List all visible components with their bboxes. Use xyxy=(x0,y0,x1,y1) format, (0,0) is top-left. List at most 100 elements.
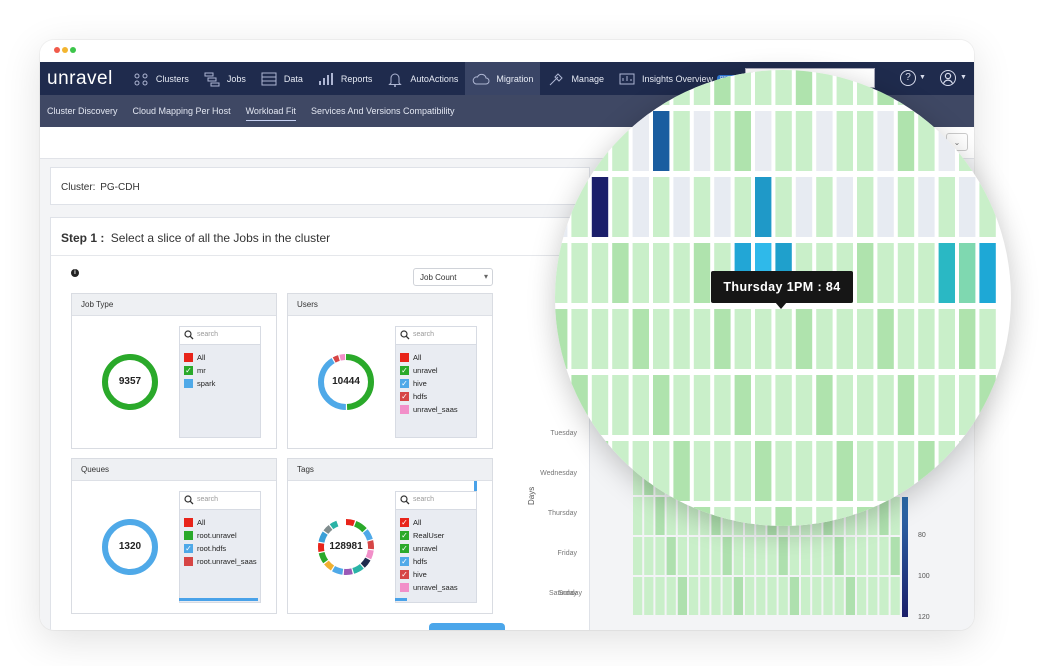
checkbox-checked-icon[interactable]: ✓ xyxy=(400,531,409,540)
heatmap-cell[interactable] xyxy=(591,309,609,369)
heatmap-cell[interactable] xyxy=(653,111,670,171)
filter-item[interactable]: ✓ unravel xyxy=(400,364,472,377)
heatmap-cell[interactable] xyxy=(979,70,996,105)
nav-item-data[interactable]: Data xyxy=(253,62,310,95)
heatmap-cell[interactable] xyxy=(693,243,711,303)
checkbox-checked-icon[interactable]: ✓ xyxy=(400,557,409,566)
heatmap-cell[interactable] xyxy=(767,577,777,615)
heatmap-cell[interactable] xyxy=(959,375,976,435)
users-donut-chart[interactable] xyxy=(316,352,376,412)
heatmap-cell[interactable] xyxy=(755,309,772,369)
heatmap-cell[interactable] xyxy=(714,441,731,501)
nav-item-manage[interactable]: Manage xyxy=(540,62,611,95)
filter-item[interactable]: All xyxy=(184,351,256,364)
heatmap-cell[interactable] xyxy=(700,537,710,575)
heatmap-cell[interactable] xyxy=(890,497,900,535)
info-icon[interactable]: i xyxy=(71,269,79,277)
heatmap-cell[interactable] xyxy=(918,111,935,171)
heatmap-cell[interactable] xyxy=(655,497,665,535)
heatmap-cell[interactable] xyxy=(714,177,731,237)
heatmap-cell[interactable] xyxy=(812,537,822,575)
heatmap-cell[interactable] xyxy=(734,111,751,171)
heatmap-cell[interactable] xyxy=(775,70,792,105)
heatmap-cell[interactable] xyxy=(816,375,833,435)
nav-item-autoactions[interactable]: AutoActions xyxy=(379,62,465,95)
heatmap-cell[interactable] xyxy=(795,375,813,435)
filter-search-input[interactable]: search xyxy=(396,327,476,345)
heatmap-cell[interactable] xyxy=(836,111,853,171)
heatmap-cell[interactable] xyxy=(677,577,687,615)
checkbox-checked-icon[interactable]: ✓ xyxy=(400,570,409,579)
horizontal-scrollbar[interactable] xyxy=(395,598,407,601)
heatmap-cell[interactable] xyxy=(612,309,629,369)
heatmap-cell[interactable] xyxy=(938,243,955,303)
heatmap-cell[interactable] xyxy=(868,497,878,535)
heatmap-cell[interactable] xyxy=(897,243,915,303)
nav-item-jobs[interactable]: Jobs xyxy=(196,62,253,95)
heatmap-cell[interactable] xyxy=(734,177,751,237)
minimize-window-dot[interactable] xyxy=(62,47,68,53)
heatmap-cell[interactable] xyxy=(677,497,687,535)
heatmap-cell[interactable] xyxy=(857,497,867,535)
heatmap-cell[interactable] xyxy=(857,577,867,615)
heatmap-cell[interactable] xyxy=(938,375,955,435)
heatmap-cell[interactable] xyxy=(877,441,894,501)
heatmap-cell[interactable] xyxy=(795,309,813,369)
heatmap-cell[interactable] xyxy=(653,243,670,303)
color-swatch-icon[interactable] xyxy=(400,353,409,362)
color-swatch-icon[interactable] xyxy=(184,379,193,388)
heatmap-cell[interactable] xyxy=(795,177,813,237)
heatmap-cell[interactable] xyxy=(775,111,792,171)
heatmap-cell[interactable] xyxy=(959,177,976,237)
filter-item[interactable]: ✓ All xyxy=(400,516,472,529)
heatmap-cell[interactable] xyxy=(877,375,894,435)
heatmap-cell[interactable] xyxy=(734,309,751,369)
heatmap-cell[interactable] xyxy=(795,111,813,171)
heatmap-cell[interactable] xyxy=(756,577,766,615)
heatmap-cell[interactable] xyxy=(857,111,874,171)
heatmap-cell[interactable] xyxy=(673,375,690,435)
filter-item[interactable]: root.unravel_saas xyxy=(184,555,257,568)
heatmap-cell[interactable] xyxy=(693,375,711,435)
heatmap-cell[interactable] xyxy=(591,177,609,237)
filter-item[interactable]: ✓ root.hdfs xyxy=(184,542,256,555)
heatmap-cell[interactable] xyxy=(653,177,670,237)
heatmap-cell[interactable] xyxy=(879,497,889,535)
heatmap-cell[interactable] xyxy=(653,375,670,435)
heatmap-cell[interactable] xyxy=(816,70,833,105)
checkbox-checked-icon[interactable]: ✓ xyxy=(400,544,409,553)
heatmap-cell[interactable] xyxy=(644,497,654,535)
filter-item[interactable]: ✓ hdfs xyxy=(400,390,472,403)
tab-workload-fit[interactable]: Workload Fit xyxy=(245,102,296,121)
checkbox-checked-icon[interactable]: ✓ xyxy=(184,544,193,553)
heatmap-cell[interactable] xyxy=(693,309,711,369)
color-swatch-icon[interactable] xyxy=(184,557,193,566)
heatmap-cell[interactable] xyxy=(755,177,772,237)
tab-cluster-discovery[interactable]: Cluster Discovery xyxy=(47,105,118,116)
heatmap-cell[interactable] xyxy=(767,537,777,575)
heatmap-cell[interactable] xyxy=(877,309,894,369)
heatmap-cell[interactable] xyxy=(714,309,731,369)
color-swatch-icon[interactable] xyxy=(184,531,193,540)
filter-search-input[interactable]: search xyxy=(180,492,260,510)
heatmap-cell[interactable] xyxy=(633,577,643,615)
chevron-down-icon[interactable]: ▼ xyxy=(919,74,926,81)
heatmap-cell[interactable] xyxy=(823,577,833,615)
heatmap-cell[interactable] xyxy=(834,537,844,575)
heatmap-cell[interactable] xyxy=(714,70,731,105)
filter-search-input[interactable]: search xyxy=(396,492,476,510)
heatmap-cell[interactable] xyxy=(689,537,699,575)
heatmap-cell[interactable] xyxy=(745,577,755,615)
heatmap-cell[interactable] xyxy=(857,309,874,369)
heatmap-cell[interactable] xyxy=(857,537,867,575)
chevron-down-icon[interactable]: ▼ xyxy=(960,74,967,81)
color-swatch-icon[interactable] xyxy=(184,518,193,527)
heatmap-cell[interactable] xyxy=(555,243,568,303)
heatmap-cell[interactable] xyxy=(677,537,687,575)
heatmap-cell[interactable] xyxy=(979,441,996,501)
heatmap-cell[interactable] xyxy=(775,177,792,237)
heatmap-cell[interactable] xyxy=(775,309,792,369)
heatmap-cell[interactable] xyxy=(816,309,833,369)
heatmap-cell[interactable] xyxy=(845,537,855,575)
heatmap-cell[interactable] xyxy=(918,309,935,369)
